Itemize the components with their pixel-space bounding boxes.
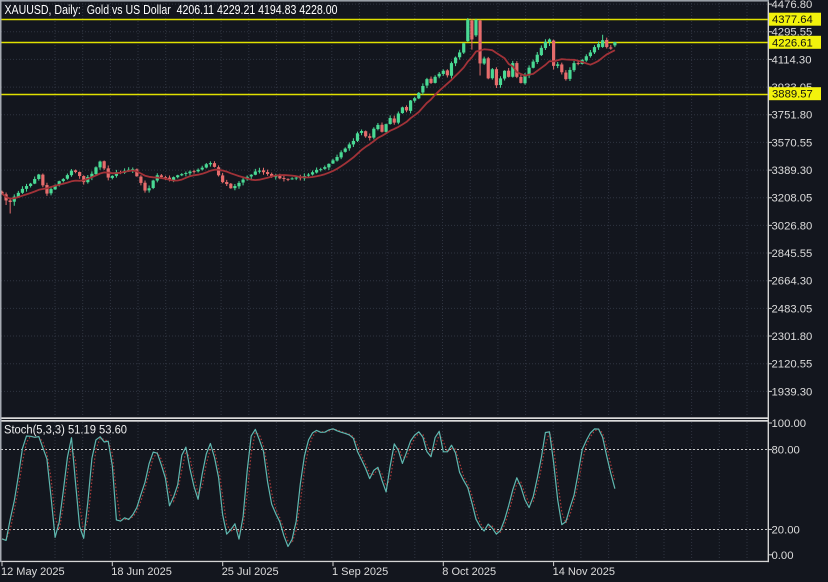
svg-text:3751.80: 3751.80 [772, 110, 813, 122]
svg-text:3889.57: 3889.57 [772, 89, 813, 101]
svg-text:1939.30: 1939.30 [772, 386, 813, 398]
svg-text:80.00: 80.00 [772, 445, 800, 457]
svg-text:2664.30: 2664.30 [772, 276, 813, 288]
svg-text:4295.55: 4295.55 [772, 27, 813, 39]
svg-text:XAUUSD, Daily: Gold vs US Dol: XAUUSD, Daily: Gold vs US Dollar 4206.11… [5, 2, 338, 17]
svg-text:3389.30: 3389.30 [772, 165, 813, 177]
svg-text:100.00: 100.00 [772, 418, 807, 430]
svg-text:25 Jul 2025: 25 Jul 2025 [222, 566, 279, 578]
svg-text:2120.55: 2120.55 [772, 359, 813, 371]
svg-text:1 Sep 2025: 1 Sep 2025 [332, 566, 388, 578]
svg-text:14 Nov 2025: 14 Nov 2025 [553, 566, 615, 578]
svg-text:18 Jun 2025: 18 Jun 2025 [111, 566, 172, 578]
svg-text:20.00: 20.00 [772, 524, 800, 536]
svg-text:4476.80: 4476.80 [772, 0, 813, 11]
svg-text:8 Oct 2025: 8 Oct 2025 [442, 566, 496, 578]
svg-text:2845.55: 2845.55 [772, 248, 813, 260]
svg-text:2301.80: 2301.80 [772, 331, 813, 343]
svg-text:0.00: 0.00 [772, 550, 794, 562]
svg-text:4114.30: 4114.30 [772, 54, 812, 66]
svg-text:4226.61: 4226.61 [772, 37, 813, 49]
svg-text:Stoch(5,3,3) 51.19 53.60: Stoch(5,3,3) 51.19 53.60 [4, 425, 127, 437]
svg-text:3208.05: 3208.05 [772, 193, 813, 205]
svg-text:4377.64: 4377.64 [772, 14, 813, 26]
svg-text:2483.05: 2483.05 [772, 303, 813, 315]
svg-text:12 May 2025: 12 May 2025 [1, 566, 65, 578]
svg-text:3026.80: 3026.80 [772, 220, 813, 232]
svg-text:3570.55: 3570.55 [772, 137, 813, 149]
